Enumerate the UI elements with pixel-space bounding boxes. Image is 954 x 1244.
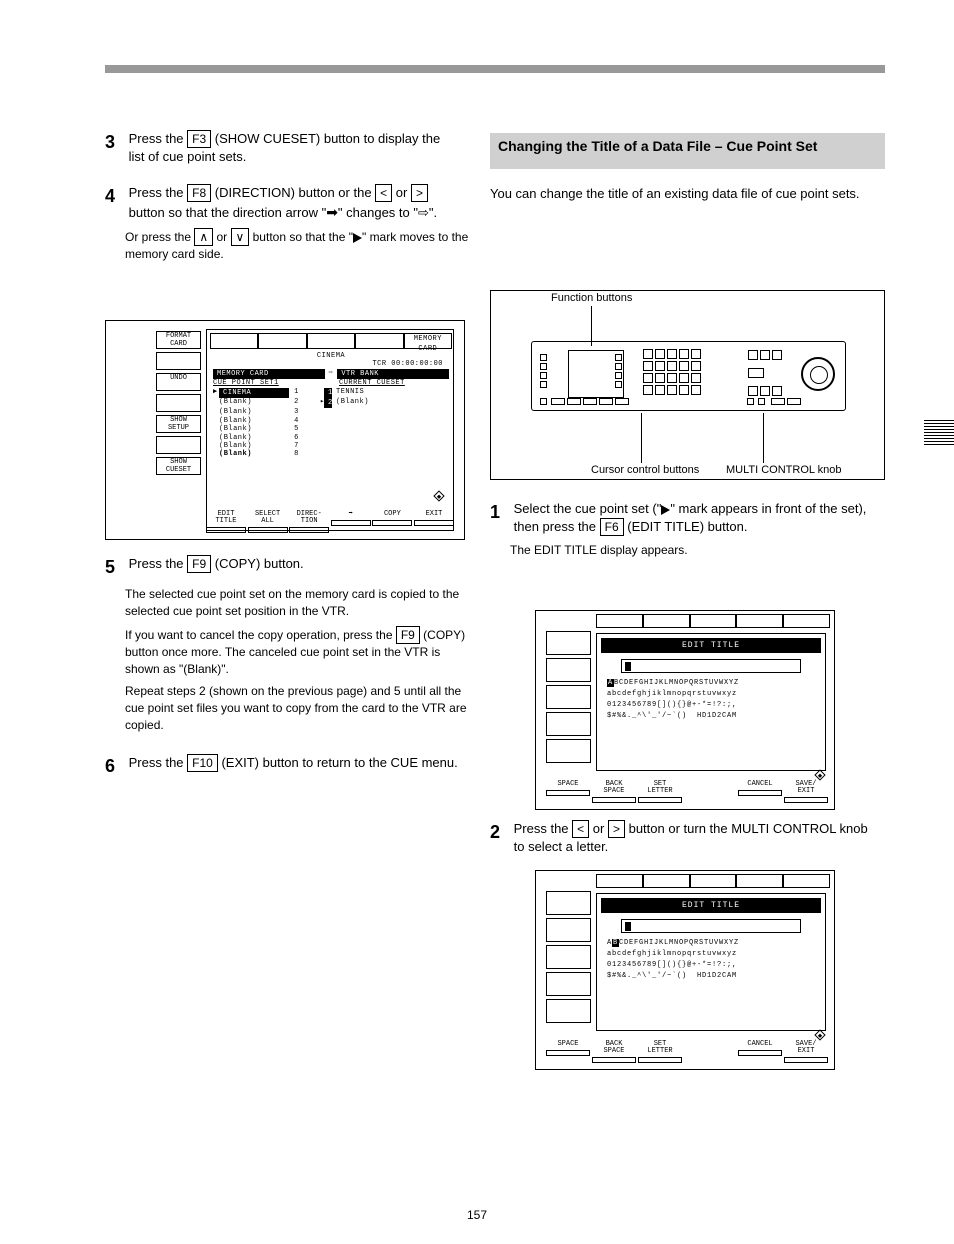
screen-figure-1: FORMAT CARD UNDO SHOW SETUP SHOW CUESET … [105,320,465,540]
right-step-1: 1 Select the cue point set ("" mark appe… [490,500,885,559]
fig1-tabs: MEMORY CARD [210,333,452,349]
key-f9: F9 [187,555,211,573]
play-icon-2 [661,505,670,515]
device-button-grid [642,348,737,396]
key-right-2: > [608,820,625,838]
right-step-2: 2 Press the < or > button or turn the MU… [490,820,885,856]
key-down: ∨ [231,228,250,246]
play-icon [353,233,362,243]
step4-note: Or press the ∧ or ∨ button so that the "… [125,228,470,263]
section-heading: Changing the Title of a Data File – Cue … [498,137,877,157]
device-label-knob: MULTI CONTROL knob [726,463,842,478]
left-column: 3 Press the F3 (SHOW CUESET) button to d… [105,130,470,281]
arrow-icon: ➡ [326,203,338,223]
arrow-icon-2: ⇨ [418,205,429,220]
key-left: < [375,184,392,202]
key-f10: F10 [187,754,218,772]
fig1-screen: MEMORY CARD CINEMA TCR 00:00:00:00 MEMOR… [206,329,454,531]
edge-lines [924,418,954,447]
edit-title-figure-2: EDIT TITLE ABCDEFGHIJKLMNOPQRSTUVWXYZ ab… [535,870,835,1070]
right-steps: 1 Select the cue point set ("" mark appe… [490,500,885,577]
fig1-btn-undo: UNDO [156,373,201,391]
jog-wheel [801,357,835,391]
device-label-top: Function buttons [551,291,632,306]
right-step-2-wrap: 2 Press the < or > button or turn the MU… [490,820,885,874]
right-intro: You can change the title of an existing … [490,185,885,203]
fig1-btn-blank [156,352,201,370]
device-body [531,341,846,411]
device-label-cursor: Cursor control buttons [591,463,699,478]
step4-text: Press the F8 (DIRECTION) button or the <… [129,184,459,222]
fig1-btn-show-cueset: SHOW CUESET [156,457,201,475]
step-5: 5 Press the F9 (COPY) button. The select… [105,555,470,734]
text-cursor [625,662,631,671]
fig1-tab-memcard: MEMORY CARD [404,333,452,349]
page-number: 157 [0,1207,954,1224]
fig1-body: CINEMA TCR 00:00:00:00 MEMORY CARD ⇨ VTR… [213,352,449,459]
key-up: ∧ [194,228,213,246]
key-right: > [411,184,428,202]
left-col-lower: 5 Press the F9 (COPY) button. The select… [105,555,470,797]
fig1-btn-show-setup: SHOW SETUP [156,415,201,433]
key-f6: F6 [600,518,624,536]
edit-title-figure-1: EDIT TITLE ABCDEFGHIJKLMNOPQRSTUVWXYZ ab… [535,610,835,810]
key-left-2: < [572,820,589,838]
fig1-btn-format: FORMAT CARD [156,331,201,349]
step3-num: 3 [105,130,125,155]
key-f9-2: F9 [396,626,420,644]
header-bar [105,65,885,73]
step-6: 6 Press the F10 (EXIT) button to return … [105,754,470,779]
fig1-bottom-buttons: EDIT TITLE SELECT ALL DIREC- TION ➡ COPY… [206,511,454,533]
key-f3: F3 [187,130,211,148]
step3-text: Press the F3 (SHOW CUESET) button to dis… [129,130,459,166]
key-f8: F8 [187,184,211,202]
device-figure: Function buttons Curso [490,290,885,480]
step4-num: 4 [105,184,125,209]
fig1-side-buttons: FORMAT CARD UNDO SHOW SETUP SHOW CUESET [156,331,201,478]
step-4: 4 Press the F8 (DIRECTION) button or the… [105,184,470,263]
heading-bar: Changing the Title of a Data File – Cue … [490,133,885,169]
diamond-icon [433,490,444,501]
step-3: 3 Press the F3 (SHOW CUESET) button to d… [105,130,470,166]
